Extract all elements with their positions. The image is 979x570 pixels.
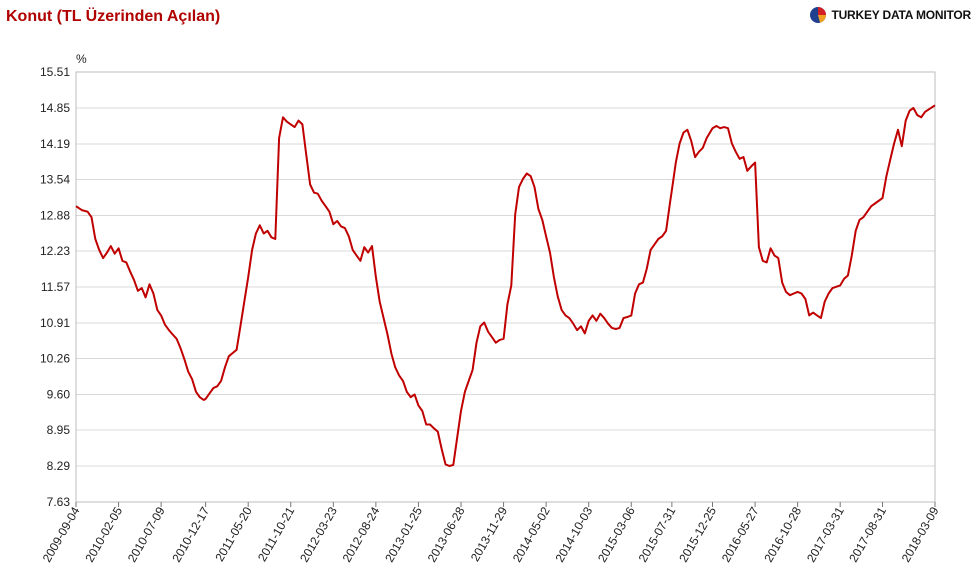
y-tick-label: 8.29 xyxy=(47,459,71,473)
y-tick-label: 15.51 xyxy=(40,65,70,79)
y-tick-label: 13.54 xyxy=(40,173,70,187)
x-tick-label: 2017-03-31 xyxy=(804,504,847,564)
x-tick-label: 2015-07-31 xyxy=(636,504,679,564)
x-tick-label: 2018-03-09 xyxy=(899,504,942,564)
y-axis-unit: % xyxy=(76,52,87,66)
brand-logo: TURKEY DATA MONITOR xyxy=(809,6,971,24)
y-tick-label: 10.91 xyxy=(40,316,70,330)
x-tick-label: 2013-11-29 xyxy=(468,504,511,564)
x-tick-label: 2009-09-04 xyxy=(40,504,83,564)
y-tick-label: 12.23 xyxy=(40,244,70,258)
axes xyxy=(75,71,936,503)
x-tick-labels: 2009-09-04 2010-02-05 2010-07-09 2010-12-17… xyxy=(40,502,942,565)
x-tick-label: 2015-03-06 xyxy=(595,504,638,564)
x-tick-label: 2016-05-27 xyxy=(719,504,762,564)
y-tick-labels: 15.51 14.85 14.19 13.54 12.88 12.23 11.57 10.91… xyxy=(40,65,70,509)
pie-logo-icon xyxy=(810,7,827,23)
x-tick-label: 2010-02-05 xyxy=(82,504,125,564)
y-tick-label: 11.57 xyxy=(41,280,70,294)
y-tick-label: 10.26 xyxy=(40,351,70,365)
x-tick-label: 2014-10-03 xyxy=(552,504,595,564)
series-layer xyxy=(75,104,936,467)
chart-title: Konut (TL Üzerinden Açılan) xyxy=(6,8,221,25)
x-tick-label: 2012-03-23 xyxy=(297,504,340,564)
plot-frame xyxy=(75,71,936,503)
x-tick-label: 2010-12-17 xyxy=(169,504,212,564)
x-tick-label: 2015-12-25 xyxy=(676,504,719,564)
x-tick-label: 2013-01-25 xyxy=(382,504,425,564)
x-tick-label: 2011-05-20 xyxy=(212,504,255,564)
y-tick-label: 12.88 xyxy=(40,209,70,223)
grid-lines xyxy=(76,71,935,503)
x-tick-label: 2013-06-28 xyxy=(425,504,468,564)
brand-name: TURKEY DATA MONITOR xyxy=(831,8,971,22)
x-tick-label: 2016-10-28 xyxy=(761,504,804,564)
x-tick-label: 2010-07-09 xyxy=(125,504,168,564)
x-tick-label: 2012-08-24 xyxy=(340,504,383,564)
y-tick-label: 14.19 xyxy=(40,137,70,151)
y-tick-label: 9.60 xyxy=(47,388,71,402)
series-line xyxy=(75,104,936,467)
x-tick-label: 2014-05-02 xyxy=(510,504,553,564)
x-tick-label: 2017-08-31 xyxy=(846,504,889,564)
y-tick-label: 8.95 xyxy=(47,423,71,437)
y-tick-label: 14.85 xyxy=(40,101,70,115)
y-tick-label: 7.63 xyxy=(47,495,71,509)
x-tick-label: 2011-10-21 xyxy=(255,504,298,564)
